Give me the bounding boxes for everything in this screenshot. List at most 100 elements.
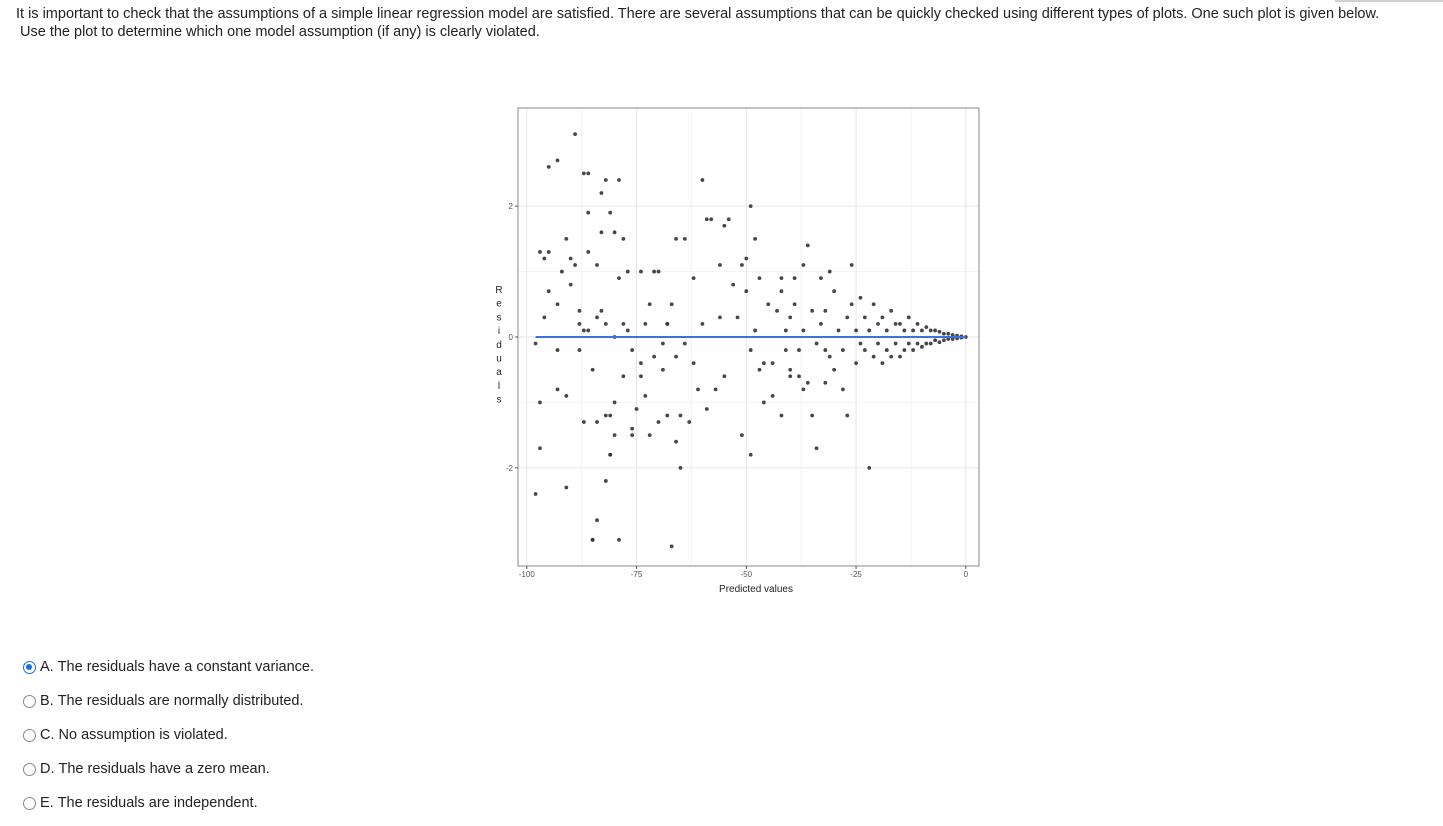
data-point (849, 263, 854, 267)
data-point (946, 331, 951, 336)
data-point (634, 407, 639, 411)
radio-button[interactable] (23, 796, 36, 810)
data-point (898, 354, 902, 359)
data-point (555, 387, 560, 392)
data-point (740, 263, 744, 267)
radio-button[interactable] (23, 694, 36, 708)
data-point (660, 367, 665, 372)
data-point (867, 328, 872, 333)
data-point (840, 387, 845, 392)
data-point (924, 325, 929, 330)
data-point (792, 276, 797, 281)
answer-option-d[interactable]: D. The residuals have a zero mean. (23, 752, 314, 786)
data-point (590, 367, 595, 372)
answer-option-e[interactable]: E. The residuals are independent. (23, 786, 314, 820)
data-point (805, 243, 810, 248)
data-point (704, 407, 709, 411)
y-axis-title-letter: R (495, 285, 502, 296)
data-point (911, 348, 916, 352)
data-point (862, 315, 867, 320)
radio-button[interactable] (23, 728, 36, 742)
data-point (880, 315, 885, 320)
question-text: It is important to check that the assump… (16, 5, 1436, 41)
data-point (840, 348, 845, 352)
data-point (643, 393, 648, 398)
data-point (625, 269, 630, 274)
data-point (538, 446, 542, 451)
data-point (933, 338, 937, 343)
data-point (770, 361, 775, 366)
data-point (608, 452, 613, 457)
data-point (928, 328, 933, 333)
data-point (889, 308, 894, 313)
option-letter: E. (40, 795, 54, 811)
data-point (625, 328, 630, 333)
data-point (542, 256, 547, 261)
x-tick-label: -100 (519, 570, 536, 579)
data-point (533, 492, 538, 496)
option-letter: B. (40, 693, 54, 709)
data-point (682, 341, 687, 346)
radio-button[interactable] (23, 660, 36, 674)
data-point (823, 380, 828, 385)
data-point (546, 250, 551, 254)
answer-option-c[interactable]: C. No assumption is violated. (23, 718, 314, 752)
data-point (674, 439, 678, 444)
data-point (595, 263, 599, 267)
data-point (617, 276, 621, 281)
option-text: The residuals are independent. (57, 795, 258, 811)
data-point (823, 348, 828, 352)
data-point (568, 282, 573, 287)
option-text: The residuals have a constant variance. (57, 659, 315, 675)
data-point (660, 341, 665, 346)
data-point (621, 374, 626, 379)
data-point (612, 433, 617, 438)
data-point (643, 322, 648, 326)
data-point (709, 217, 714, 222)
data-point (674, 236, 678, 241)
question-line-1: It is important to check that the assump… (16, 6, 1380, 22)
data-point (950, 333, 955, 337)
answer-option-a[interactable]: A. The residuals have a constant variance… (23, 650, 314, 684)
option-letter: A. (40, 659, 54, 675)
data-point (867, 465, 872, 470)
data-point (665, 413, 670, 418)
data-point (639, 361, 643, 366)
data-point (779, 276, 784, 281)
radio-button[interactable] (23, 762, 36, 776)
y-axis-title-letter: s (497, 395, 502, 406)
data-point (731, 282, 736, 287)
data-point (783, 348, 788, 352)
y-tick-label: 2 (509, 202, 514, 211)
data-point (819, 276, 823, 281)
data-point (669, 302, 674, 307)
option-text: The residuals are normally distributed. (57, 693, 304, 709)
data-point (871, 302, 876, 307)
data-point (937, 329, 942, 334)
data-point (845, 315, 850, 320)
data-point (801, 263, 806, 267)
data-point (950, 337, 955, 341)
data-point (819, 322, 823, 326)
answer-option-b[interactable]: B. The residuals are normally distributed… (23, 684, 314, 718)
data-point (573, 132, 577, 137)
y-axis-title-letter: l (498, 381, 500, 392)
data-point (933, 328, 937, 333)
data-point (862, 348, 867, 352)
data-point (832, 289, 837, 294)
data-point (665, 322, 670, 326)
data-point (599, 308, 604, 313)
data-point (849, 302, 854, 307)
data-point (854, 361, 858, 366)
data-point (612, 400, 617, 405)
data-point (884, 328, 889, 333)
data-point (801, 387, 806, 392)
data-point (928, 341, 933, 346)
data-point (617, 178, 621, 182)
data-point (823, 308, 828, 313)
data-point (797, 348, 801, 352)
data-point (560, 269, 564, 274)
data-point (581, 171, 586, 176)
data-point (920, 328, 924, 333)
